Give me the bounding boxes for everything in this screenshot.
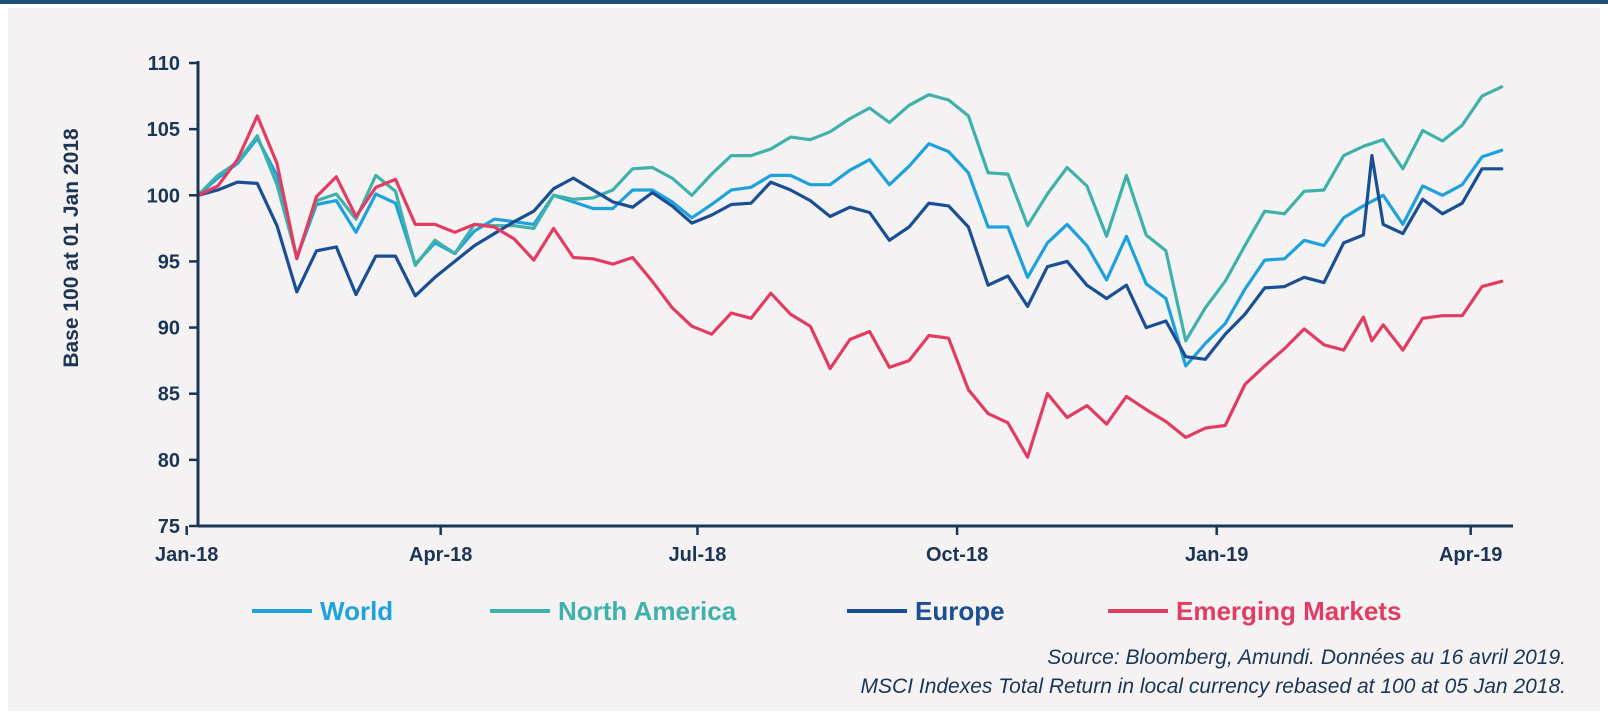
x-tick-label: Oct-18	[926, 544, 988, 566]
series-line-north-america	[196, 85, 1504, 343]
x-tick-label: Jan-18	[155, 544, 218, 566]
y-tick-label: 95	[158, 251, 180, 273]
y-tick-label: 75	[158, 516, 180, 538]
y-tick-label: 85	[158, 384, 180, 406]
source-line-2: MSCI Indexes Total Return in local curre…	[861, 675, 1566, 698]
source-note: Source: Bloomberg, Amundi. Données au 16…	[861, 646, 1566, 698]
y-tick-label: 80	[158, 450, 180, 472]
legend-label-world: World	[320, 596, 393, 626]
x-tick-label: Apr-18	[409, 544, 472, 566]
legend-label-emerging-markets: Emerging Markets	[1176, 596, 1401, 626]
y-axis-label-group: Base 100 at 01 Jan 2018	[60, 128, 83, 368]
legend: World North America Europe Emerging Markets	[252, 596, 1401, 626]
y-tick-label: 110	[148, 53, 180, 75]
x-tick-label: Jan-19	[1185, 544, 1248, 566]
x-tick-label: Apr-19	[1439, 544, 1502, 566]
axes-layer: 75 80 85 90 95 100 105 110 Jan-18 Apr-18 Jul-18 Oct…	[147, 53, 1513, 566]
y-tick-label: 105	[147, 119, 180, 141]
chart-panel	[8, 8, 1600, 711]
y-tick-label: 100	[147, 185, 180, 207]
series-layer	[196, 85, 1504, 459]
top-rule	[0, 0, 1608, 4]
x-tick-label: Jul-18	[669, 544, 727, 566]
series-line-emerging-markets	[196, 114, 1504, 459]
source-line-1: Source: Bloomberg, Amundi. Données au 16…	[1047, 646, 1566, 669]
y-tick-label: 90	[158, 318, 180, 340]
legend-label-europe: Europe	[915, 596, 1005, 626]
y-axis-label: Base 100 at 01 Jan 2018	[60, 128, 83, 368]
legend-label-north-america: North America	[558, 596, 737, 626]
series-line-europe	[196, 154, 1504, 361]
